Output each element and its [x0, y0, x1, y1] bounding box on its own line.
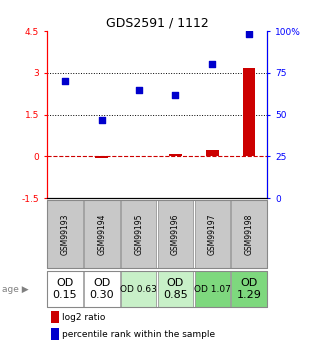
Bar	[95, 156, 108, 158]
Text: GSM99193: GSM99193	[61, 213, 70, 255]
Text: GSM99197: GSM99197	[208, 213, 217, 255]
Point	[210, 62, 215, 67]
Bar	[121, 271, 156, 307]
Text: OD
0.15: OD 0.15	[53, 278, 77, 300]
Text: OD
1.29: OD 1.29	[237, 278, 262, 300]
Bar	[84, 200, 119, 268]
Bar	[51, 328, 59, 340]
Point	[99, 117, 104, 122]
Text: OD 0.63: OD 0.63	[120, 285, 157, 294]
Text: OD
0.30: OD 0.30	[90, 278, 114, 300]
Text: percentile rank within the sample: percentile rank within the sample	[62, 330, 215, 339]
Point	[247, 32, 252, 37]
Text: GSM99194: GSM99194	[97, 213, 106, 255]
Bar	[195, 271, 230, 307]
Text: GSM99196: GSM99196	[171, 213, 180, 255]
Bar	[121, 200, 156, 268]
Bar	[158, 271, 193, 307]
Text: GSM99195: GSM99195	[134, 213, 143, 255]
Point	[136, 87, 141, 92]
Bar	[169, 154, 182, 156]
Text: OD
0.85: OD 0.85	[163, 278, 188, 300]
Bar	[231, 200, 267, 268]
Bar	[84, 271, 119, 307]
Bar	[51, 312, 59, 323]
Text: GSM99198: GSM99198	[244, 213, 253, 255]
Text: log2 ratio: log2 ratio	[62, 313, 105, 322]
Bar	[195, 200, 230, 268]
Bar	[47, 200, 83, 268]
Bar	[231, 271, 267, 307]
Title: GDS2591 / 1112: GDS2591 / 1112	[106, 17, 208, 30]
Bar	[243, 68, 256, 156]
Bar	[47, 271, 83, 307]
Point	[63, 78, 67, 84]
Text: OD 1.07: OD 1.07	[194, 285, 231, 294]
Point	[173, 92, 178, 97]
Bar	[158, 200, 193, 268]
Text: age ▶: age ▶	[2, 285, 28, 294]
Bar	[206, 150, 219, 156]
